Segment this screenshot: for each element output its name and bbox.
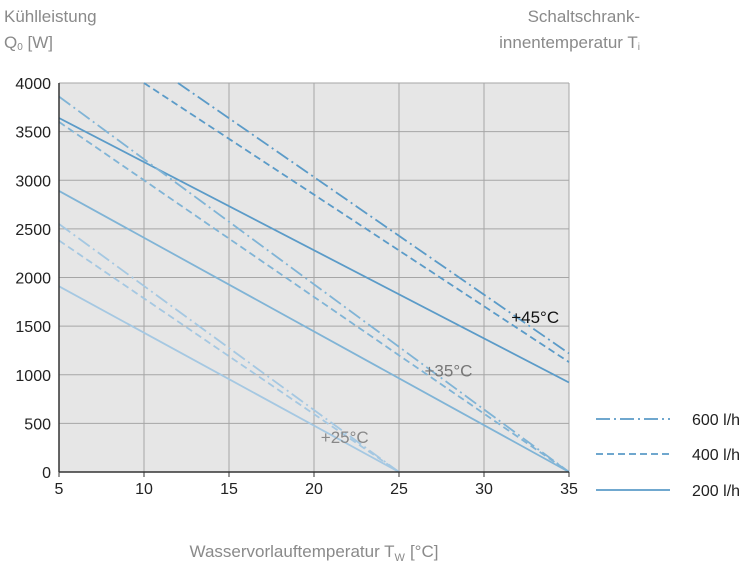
temperature-label: +25°C [321, 428, 369, 447]
x-axis-title: Wasservorlauftemperatur TW [°C] [190, 542, 439, 564]
axes [58, 83, 570, 477]
series-line [143, 82, 570, 363]
y-symbol-letter: Q [4, 33, 18, 52]
annotations: +45°C +35°C +25°C [321, 308, 559, 447]
y-tick-label: 2500 [15, 222, 51, 239]
series-line [177, 82, 570, 355]
x-tick-label: 20 [305, 481, 323, 498]
legend: 600 l/h 400 l/h 200 l/h [596, 412, 740, 500]
series-line [58, 285, 400, 473]
y-tick-label: 3500 [15, 125, 51, 142]
temperature-label: +35°C [425, 362, 473, 381]
y-symbol-sub: 0 [17, 42, 23, 53]
x-tick-label: 35 [560, 481, 578, 498]
x-tick-label: 15 [220, 481, 238, 498]
y-tick-label: 1000 [15, 368, 51, 385]
y-axis-label: Kühlleistung [4, 7, 97, 26]
ti-label-line1: Schaltschrank- [527, 7, 640, 26]
series-line [58, 117, 570, 384]
tick-labels: 5 10 15 20 25 30 35 0 500 1000 1500 2000 2500 3000 350… [15, 76, 578, 498]
x-tick-label: 5 [55, 481, 64, 498]
y-tick-label: 4000 [15, 76, 51, 93]
temperature-label: +45°C [511, 308, 559, 327]
y-axis-symbol: Q0 [W] [4, 30, 97, 61]
series-line [58, 95, 570, 473]
series-line [58, 121, 570, 473]
ti-label-text: innentemperatur T [499, 33, 638, 52]
y-axis-unit: [W] [27, 33, 54, 52]
y-tick-label: 500 [24, 416, 51, 433]
x-tick-label: 25 [390, 481, 408, 498]
ti-label-line2: innentemperatur Ti [430, 30, 640, 61]
y-tick-label: 0 [42, 465, 51, 482]
x-axis-label: Wasservorlauftemperatur T [190, 542, 395, 561]
x-tick-label: 30 [475, 481, 493, 498]
series-lines [58, 82, 570, 473]
series-line [58, 190, 570, 473]
legend-label: 600 l/h [692, 412, 740, 429]
y-tick-label: 3000 [15, 173, 51, 190]
ti-label-sub: i [637, 42, 640, 53]
legend-label: 200 l/h [692, 483, 740, 500]
series-line [58, 239, 400, 473]
ti-parameter-title: Schaltschrank- innentemperatur Ti [430, 4, 640, 61]
series-line [58, 223, 400, 473]
legend-label: 400 l/h [692, 447, 740, 464]
x-tick-label: 10 [135, 481, 153, 498]
y-tick-label: 1500 [15, 319, 51, 336]
y-axis-title: Kühlleistung Q0 [W] [4, 4, 97, 61]
x-axis-unit: [°C] [410, 542, 439, 561]
y-tick-label: 2000 [15, 271, 51, 288]
x-axis-label-sub: W [395, 552, 406, 564]
